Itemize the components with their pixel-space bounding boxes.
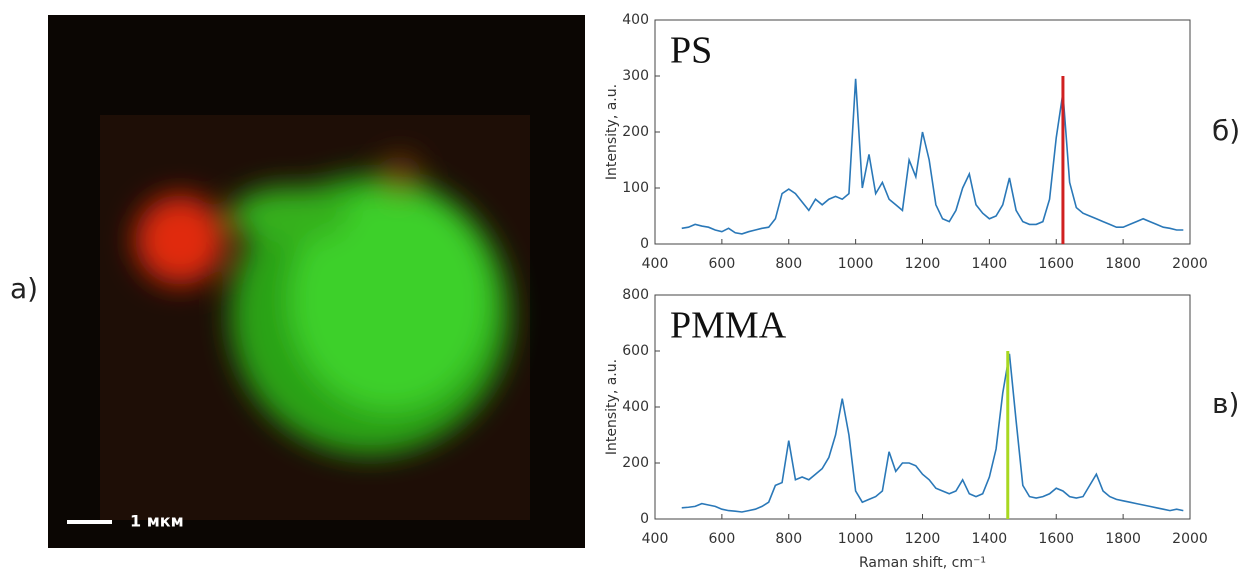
panel-label: б) [1212,114,1240,147]
panel-label: а) [10,272,38,305]
x-tick-label: 1800 [1105,531,1141,547]
y-tick-label: 200 [622,455,649,471]
y-tick-label: 400 [622,12,649,28]
x-tick-label: 1800 [1105,256,1141,272]
x-tick-label: 400 [642,531,669,547]
y-tick-label: 0 [640,511,649,527]
panel-label: в) [1212,387,1239,420]
x-tick-label: 1600 [1038,256,1074,272]
x-tick-label: 2000 [1172,531,1208,547]
x-tick-label: 1000 [838,531,874,547]
x-tick-label: 1400 [972,531,1008,547]
scale-bar-label: 1 мкм [130,512,184,531]
x-tick-label: 400 [642,256,669,272]
x-tick-label: 600 [709,531,736,547]
spectrum-line [681,78,1184,235]
x-tick-label: 1600 [1038,531,1074,547]
y-axis-label: Intensity, a.u. [604,84,620,180]
x-tick-label: 1200 [905,531,941,547]
y-axis-label: Intensity, a.u. [604,359,620,455]
x-axis-label: Raman shift, cm⁻¹ [859,555,986,571]
micrograph: 1 мкм [48,15,585,548]
x-tick-label: 1000 [838,256,874,272]
x-tick-label: 2000 [1172,256,1208,272]
x-tick-label: 800 [775,531,802,547]
y-tick-label: 200 [622,124,649,140]
annotation: PS [670,30,712,72]
y-tick-label: 0 [640,236,649,252]
x-tick-label: 800 [775,256,802,272]
x-tick-label: 1400 [972,256,1008,272]
y-tick-label: 600 [622,343,649,359]
y-tick-label: 100 [622,180,649,196]
y-tick-label: 800 [622,287,649,303]
x-tick-label: 1200 [905,256,941,272]
spectrum-line [681,353,1184,513]
x-tick-label: 600 [709,256,736,272]
y-tick-label: 300 [622,68,649,84]
annotation: PMMA [670,305,787,347]
y-tick-label: 400 [622,399,649,415]
